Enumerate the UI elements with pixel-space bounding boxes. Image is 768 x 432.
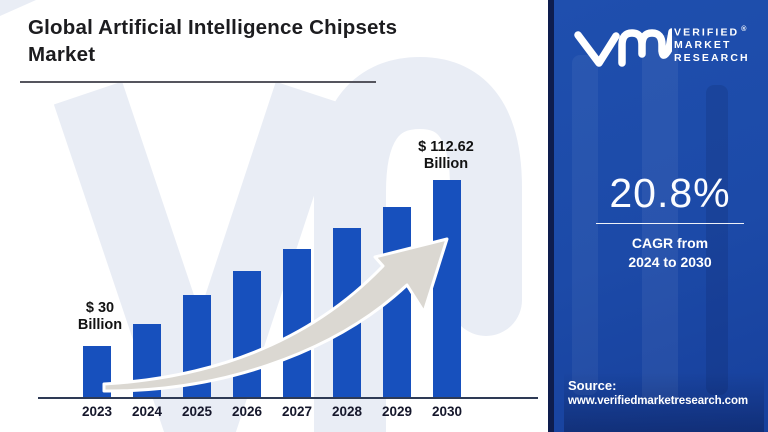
bar-2027: [283, 249, 311, 398]
end-value-unit: Billion: [423, 156, 469, 173]
source-block: Source: www.verifiedmarketresearch.com: [568, 378, 748, 408]
start-value-amount: $ 30: [85, 300, 115, 316]
year-label-2030: 2030: [431, 404, 463, 419]
logo-word-verified: VERIFIED: [674, 26, 740, 39]
x-axis-line: [38, 397, 538, 399]
start-value-unit: Billion: [77, 317, 123, 334]
panel-photo-overlay: [564, 372, 764, 432]
end-value-amount: $ 112.62: [418, 139, 474, 155]
cagr-caption-line2: 2024 to 2030: [628, 253, 712, 270]
logo-word-market: MARKET: [674, 39, 732, 51]
panel-photo-overlay: [572, 55, 598, 395]
registered-trademark-icon: ®: [741, 26, 747, 33]
cagr-stat: 20.8% CAGR from 2024 to 2030: [578, 170, 762, 272]
bar-2026: [233, 271, 261, 398]
bar-2029: [383, 207, 411, 398]
page-title-line1: Global Artificial Intelligence Chipsets: [28, 16, 398, 39]
bar-2030: [433, 180, 461, 398]
panel-photo-overlay: [642, 35, 678, 405]
bar-2024: [133, 324, 161, 398]
page-title-line2: Market: [28, 43, 96, 67]
brand-panel: VERIFIED ® MARKET RESEARCH 20.8% CAGR fro…: [548, 0, 768, 432]
year-label-2027: 2027: [281, 404, 313, 419]
end-value-label: $ 112.62 Billion: [394, 139, 498, 173]
cagr-value: 20.8%: [609, 170, 731, 216]
page-title: Global Artificial Intelligence Chipsets …: [28, 14, 528, 68]
year-label-2023: 2023: [81, 404, 113, 419]
cagr-caption-line1: CAGR from: [631, 235, 709, 252]
year-label-2028: 2028: [331, 404, 363, 419]
year-label-2024: 2024: [131, 404, 163, 419]
source-url[interactable]: www.verifiedmarketresearch.com: [568, 394, 749, 407]
logo-word-research: RESEARCH: [674, 51, 750, 64]
start-value-label: $ 30 Billion: [58, 300, 142, 334]
year-label-2029: 2029: [381, 404, 413, 419]
source-label: Source:: [568, 378, 617, 393]
cagr-divider: [596, 223, 744, 225]
year-label-2025: 2025: [181, 404, 213, 419]
vmr-logo: VERIFIED ® MARKET RESEARCH: [562, 20, 768, 72]
bar-2025: [183, 295, 211, 398]
panel-photo-overlay: [706, 85, 728, 395]
bar-2023: [83, 346, 111, 398]
cagr-caption: CAGR from 2024 to 2030: [578, 234, 762, 272]
bar-2028: [333, 228, 361, 398]
year-label-2026: 2026: [231, 404, 263, 419]
title-underline: [20, 81, 376, 83]
vmr-logo-icon: [574, 28, 672, 67]
vmr-logo-wordmark: VERIFIED ® MARKET RESEARCH: [674, 24, 750, 64]
